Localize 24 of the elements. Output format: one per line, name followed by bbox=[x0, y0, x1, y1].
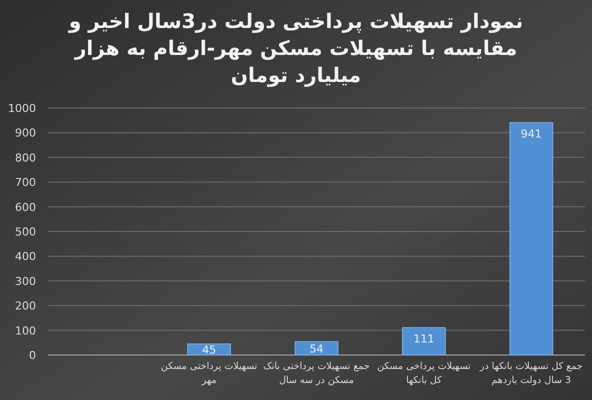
y-tick-label: 0 bbox=[29, 349, 36, 362]
bar bbox=[402, 327, 446, 356]
y-tick-label: 500 bbox=[15, 226, 36, 238]
x-tick-label: جمع تسهیلات پرداختی بانک مسکن در سه سال bbox=[262, 360, 370, 388]
data-label: 111 bbox=[413, 332, 434, 346]
y-tick-label: 100 bbox=[15, 324, 36, 338]
bar bbox=[294, 341, 338, 356]
data-label: 54 bbox=[310, 342, 324, 356]
x-tick-label: جمع کل تسهیلات بانکها در 3 سال دولت یازدهم bbox=[478, 360, 584, 388]
data-label: 45 bbox=[202, 343, 216, 356]
chart-title: نمودار تسهیلات پرداختی دولت در3سال اخیر و مقایسه با تسهیلات مسکن مهر-ارقام به هزار میلیارد تومان bbox=[67, 8, 524, 89]
bar bbox=[509, 122, 554, 356]
x-tick-label: تسهیلات پرداخی مسکن کل بانکها bbox=[376, 360, 472, 388]
y-tick-label: 600 bbox=[15, 200, 36, 214]
data-label: 941 bbox=[520, 128, 542, 141]
y-tick-label: 400 bbox=[15, 250, 36, 264]
y-tick-label: 700 bbox=[15, 176, 36, 190]
bar bbox=[187, 343, 231, 356]
y-tick-label: 900 bbox=[15, 126, 36, 140]
x-tick-label: تسهیلات پرداختی مسکن مهر bbox=[160, 360, 258, 388]
y-tick-label: 800 bbox=[15, 151, 36, 164]
y-tick-label: 1000 bbox=[8, 102, 36, 115]
y-tick-label: 300 bbox=[15, 274, 36, 288]
y-tick-label: 200 bbox=[15, 300, 36, 313]
